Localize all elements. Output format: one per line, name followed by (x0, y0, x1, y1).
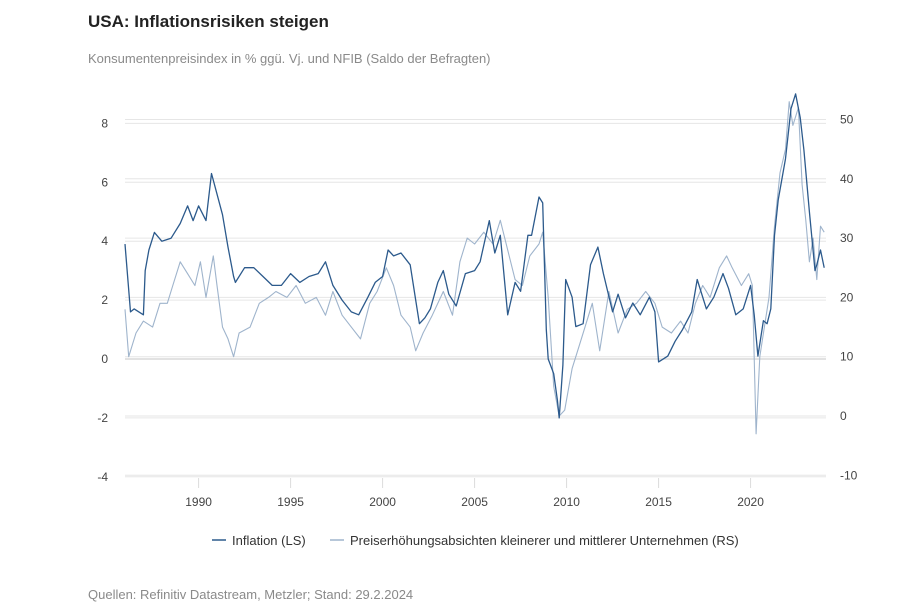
inflation-line (124, 93, 825, 419)
y-left-tick-label: 0 (101, 352, 108, 366)
x-tick-label: 2015 (645, 495, 672, 509)
y-left-tick-label: -2 (97, 411, 108, 425)
x-tick-label: 1995 (277, 495, 304, 509)
source-note: Quellen: Refinitiv Datastream, Metzler; … (88, 587, 414, 602)
y-right-tick-label: 40 (840, 172, 854, 186)
y-right-tick-label: 50 (840, 113, 854, 127)
chart-title: USA: Inflationsrisiken steigen (88, 12, 329, 31)
nfib-line (124, 101, 825, 435)
x-tick-label: 2005 (461, 495, 488, 509)
x-tick-label: 2000 (369, 495, 396, 509)
y-left-tick-label: -4 (97, 470, 108, 484)
y-left-tick-label: 2 (101, 293, 108, 307)
y-left-tick-label: 6 (101, 175, 108, 189)
y-right-tick-label: 0 (840, 409, 847, 423)
y-left-tick-label: 4 (101, 234, 108, 248)
x-tick-label: 2010 (553, 495, 580, 509)
x-tick-label: 2020 (737, 495, 764, 509)
x-tick-label: 1990 (185, 495, 212, 509)
legend-label: Preiserhöhungsabsichten kleinerer und mi… (350, 533, 739, 548)
y-right-tick-label: 10 (840, 350, 854, 364)
chart-subtitle: Konsumentenpreisindex in % ggü. Vj. und … (88, 51, 491, 66)
legend-label: Inflation (LS) (232, 533, 306, 548)
y-right-tick-label: -10 (840, 468, 858, 482)
y-right-tick-label: 30 (840, 231, 854, 245)
y-left-tick-label: 8 (101, 116, 108, 130)
y-right-tick-label: 20 (840, 290, 854, 304)
